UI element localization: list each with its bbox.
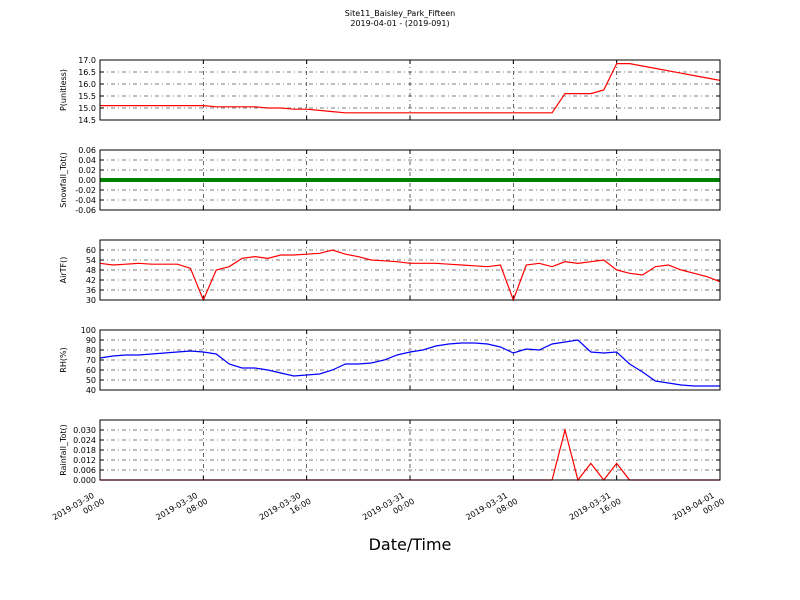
y-tick-label: 15.0 xyxy=(78,104,96,113)
y-tick-label: 16.5 xyxy=(78,68,96,77)
plot-frame xyxy=(99,59,721,121)
x-tick-label: 2019-03-3108:00 xyxy=(464,488,519,531)
plot-frame xyxy=(99,239,721,301)
y-tick-label: 100 xyxy=(81,326,96,335)
y-tick-label: 17.0 xyxy=(78,56,96,65)
chart-title: Site11_Baisley_Park_Fifteen xyxy=(345,9,455,18)
y-tick-label: 0.04 xyxy=(78,156,96,165)
y-tick-label: 50 xyxy=(86,376,96,385)
y-axis-label: RH(%) xyxy=(59,347,68,372)
y-tick-label: 90 xyxy=(86,336,96,345)
y-tick-label: 0.012 xyxy=(73,456,96,465)
plot-frame xyxy=(99,329,721,391)
chart-subtitle: 2019-04-01 - (2019-091) xyxy=(350,19,449,28)
y-tick-label: 16.0 xyxy=(78,80,96,89)
y-axis-label: Rainfall_Tot() xyxy=(59,424,68,476)
y-tick-label: 48 xyxy=(86,266,96,275)
x-axis-label: Date/Time xyxy=(369,535,452,554)
y-tick-label: 60 xyxy=(86,246,96,255)
x-tick-label: 2019-03-3100:00 xyxy=(361,488,416,531)
y-tick-label: -0.02 xyxy=(75,186,96,195)
y-tick-label: 14.5 xyxy=(78,116,96,125)
y-tick-label: 40 xyxy=(86,386,96,395)
y-tick-label: -0.06 xyxy=(75,206,96,215)
x-tick-label: 2019-03-3008:00 xyxy=(154,488,209,531)
y-axis-label: Snowfall_Tot() xyxy=(59,152,68,208)
y-tick-label: -0.04 xyxy=(75,196,96,205)
y-tick-label: 60 xyxy=(86,366,96,375)
plot-frame xyxy=(99,149,721,211)
y-tick-label: 0.000 xyxy=(73,476,96,485)
y-tick-label: 0.024 xyxy=(73,436,96,445)
y-axis-label: AirTF() xyxy=(59,257,68,284)
data-line xyxy=(100,62,721,114)
y-tick-label: 0.006 xyxy=(73,466,96,475)
x-tick-label: 2019-03-3000:00 xyxy=(51,488,106,531)
y-tick-label: 54 xyxy=(86,256,96,265)
x-tick-label: 2019-04-0100:00 xyxy=(671,488,726,531)
y-tick-label: 0.030 xyxy=(73,426,96,435)
y-tick-label: 30 xyxy=(86,296,96,305)
data-line xyxy=(99,339,720,387)
y-tick-label: 80 xyxy=(86,346,96,355)
x-tick-label: 2019-03-3016:00 xyxy=(258,488,313,531)
y-axis-label: P(unitless) xyxy=(59,69,68,111)
y-tick-label: 0.06 xyxy=(78,146,96,155)
y-tick-label: 70 xyxy=(86,356,96,365)
y-tick-label: 0.02 xyxy=(78,166,96,175)
y-tick-label: 0.00 xyxy=(78,176,96,185)
y-tick-label: 36 xyxy=(86,286,96,295)
x-tick-label: 2019-03-3116:00 xyxy=(568,488,623,531)
y-tick-label: 15.5 xyxy=(78,92,96,101)
y-tick-label: 0.018 xyxy=(73,446,96,455)
y-tick-label: 42 xyxy=(86,276,96,285)
plot-frame xyxy=(99,419,721,481)
